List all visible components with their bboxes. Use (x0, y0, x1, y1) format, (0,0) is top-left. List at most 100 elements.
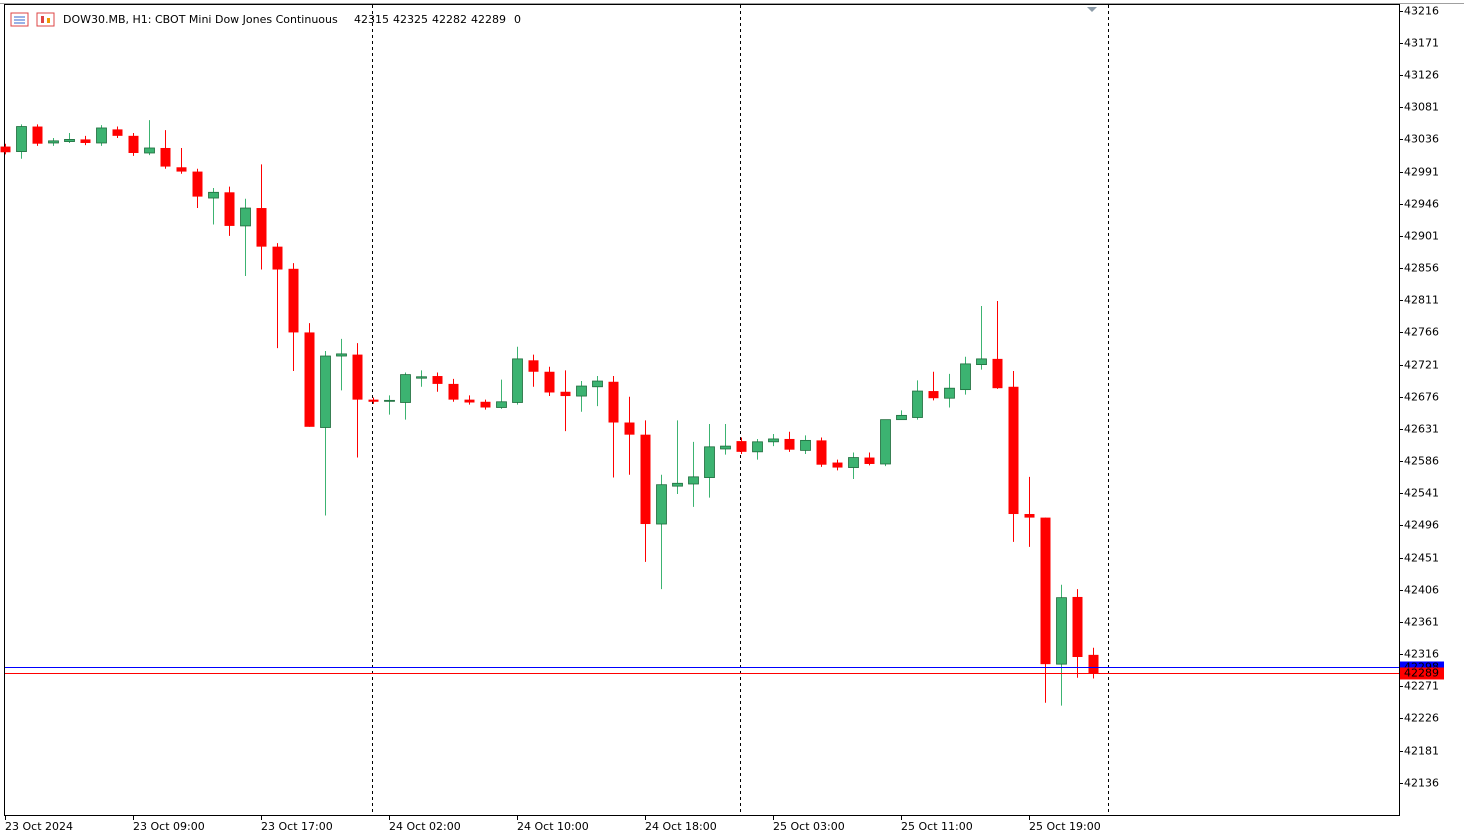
y-tick-label: 43216 (1404, 5, 1439, 18)
candle-body (16, 126, 27, 152)
y-tick-label: 42136 (1404, 777, 1439, 790)
candle-body (432, 376, 443, 384)
header-value: 42282 (432, 13, 467, 26)
candle-body (416, 376, 427, 379)
candle-body (608, 381, 619, 423)
candle-body (864, 457, 875, 464)
y-tick-label: 42226 (1404, 712, 1439, 725)
candle-body (1040, 517, 1051, 665)
header-values: 42315 42325 42282 42289 0 (354, 13, 521, 26)
candle-body (784, 438, 795, 450)
candle-body (896, 414, 907, 421)
x-tick-label: 24 Oct 18:00 (645, 820, 717, 833)
candle-body (848, 457, 859, 468)
candle-body (48, 140, 59, 144)
candle-body (160, 147, 171, 167)
candle-body (768, 438, 779, 443)
candle-body (400, 374, 411, 403)
candle-body (720, 445, 731, 450)
x-tick-label: 23 Oct 2024 (5, 820, 73, 833)
period-separators (372, 5, 1109, 815)
candle-body (288, 268, 299, 333)
bid-label-box (1400, 667, 1444, 680)
x-tick-label: 23 Oct 17:00 (261, 820, 333, 833)
candle-body (64, 139, 75, 142)
y-tick-label: 42811 (1404, 294, 1439, 307)
candle-body (544, 371, 555, 393)
candle-body (256, 208, 267, 247)
candle-body (112, 129, 123, 136)
y-tick-label: 42451 (1404, 552, 1439, 565)
x-tick-label: 25 Oct 11:00 (901, 820, 973, 833)
header-value: 42325 (393, 13, 428, 26)
x-tick-label: 25 Oct 03:00 (773, 820, 845, 833)
icon (36, 12, 55, 27)
candle-body (816, 440, 827, 465)
candle-body (736, 441, 747, 452)
candle-body (304, 332, 315, 427)
candle-body (0, 146, 11, 153)
candle-body (976, 358, 987, 366)
candle-body (592, 380, 603, 388)
candle-body (128, 135, 139, 153)
candle-body (912, 390, 923, 418)
y-tick-label: 43036 (1404, 133, 1439, 146)
y-tick-label: 42721 (1404, 359, 1439, 372)
y-tick-label: 42316 (1404, 648, 1439, 661)
candle-body (672, 482, 683, 487)
bid-label: 42289 (1404, 667, 1439, 680)
y-tick-label: 43126 (1404, 69, 1439, 82)
candle-body (640, 434, 651, 525)
candle-body (320, 355, 331, 428)
y-tick-label: 42586 (1404, 455, 1439, 468)
candle-body (240, 207, 251, 227)
y-tick-label: 42271 (1404, 680, 1439, 693)
candle-body (336, 353, 347, 357)
icon-bar (47, 18, 50, 23)
header-value: 42289 (471, 13, 506, 26)
candle-body (560, 391, 571, 397)
candle-body (448, 383, 459, 400)
candle-body (656, 484, 667, 525)
candle-body (880, 419, 891, 465)
y-tick-label: 42991 (1404, 166, 1439, 179)
y-tick-label: 42901 (1404, 230, 1439, 243)
candle-body (352, 354, 363, 400)
candle-body (464, 399, 475, 403)
y-tick-label: 42406 (1404, 584, 1439, 597)
candle-body (800, 439, 811, 451)
candle-body (960, 363, 971, 391)
chart-title: DOW30.MB, H1: CBOT Mini Dow Jones Contin… (63, 13, 338, 26)
candle-body (944, 387, 955, 399)
y-tick-label: 42541 (1404, 487, 1439, 500)
candle-body (80, 139, 91, 143)
y-tick-label: 42676 (1404, 391, 1439, 404)
x-tick-label: 25 Oct 19:00 (1029, 820, 1101, 833)
candle-body (224, 192, 235, 226)
candle-body (752, 441, 763, 453)
header-value: 0 (514, 13, 521, 26)
symbol-icons (10, 12, 55, 27)
candle-body (1056, 597, 1067, 665)
candle-body (928, 391, 939, 399)
candle-body (832, 462, 843, 468)
shift-marker (1087, 7, 1097, 12)
candle-body (208, 191, 219, 199)
candle-body (144, 147, 155, 154)
y-tick-label: 42181 (1404, 745, 1439, 758)
candle-body (1072, 596, 1083, 658)
candle-body (1008, 386, 1019, 515)
candle-body (384, 399, 395, 402)
icon-bar (41, 16, 44, 23)
candle-body (624, 422, 635, 435)
candle-body (176, 167, 187, 172)
candle-body (1088, 654, 1099, 674)
candle-body (512, 358, 523, 403)
x-tick-label: 24 Oct 02:00 (389, 820, 461, 833)
y-tick-label: 42946 (1404, 198, 1439, 211)
candle-body (528, 360, 539, 372)
header-value: 42315 (354, 13, 389, 26)
y-tick-label: 42631 (1404, 423, 1439, 436)
